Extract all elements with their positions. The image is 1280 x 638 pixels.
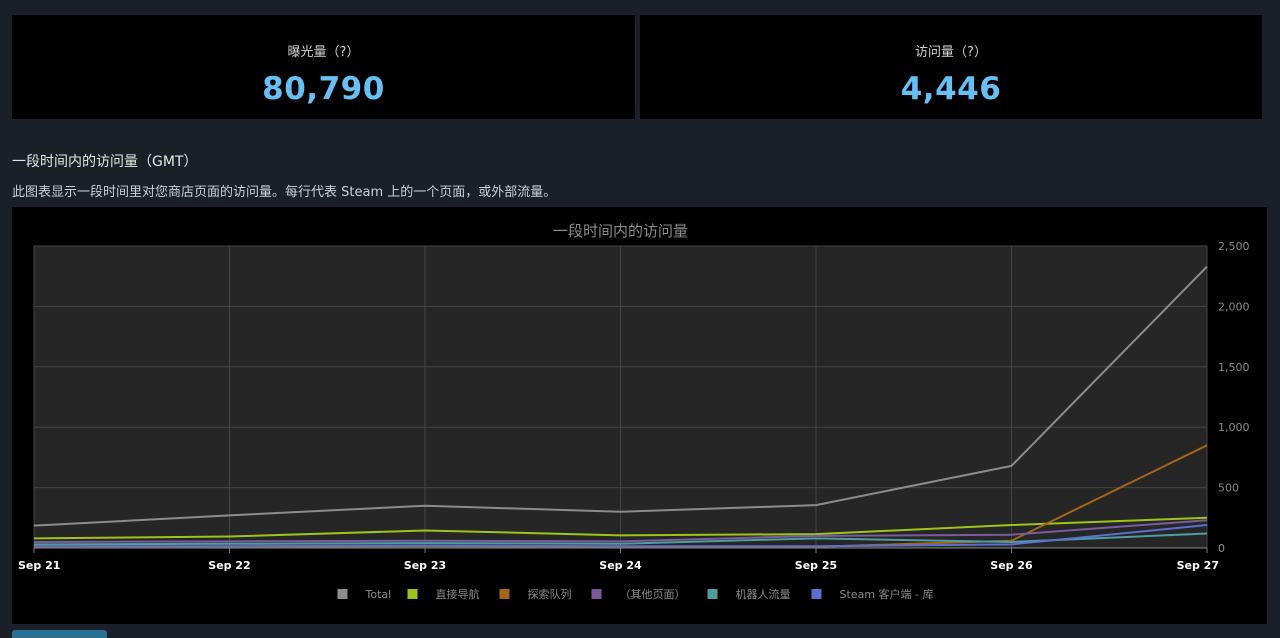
section-title: 一段时间内的访问量（GMT） xyxy=(12,154,198,170)
y-tick-label: 2,500 xyxy=(1218,240,1250,253)
legend-label: Total xyxy=(365,588,392,601)
impressions-label[interactable]: 曝光量（?） xyxy=(287,45,360,60)
legend-label: Steam 客户端 - 库 xyxy=(840,587,934,601)
series-line xyxy=(33,519,1208,543)
y-tick-label: 1,000 xyxy=(1218,421,1250,434)
legend-label: 直接导航 xyxy=(436,587,480,601)
legend-label: 机器人流量 xyxy=(736,587,791,601)
visits-value: 4,446 xyxy=(900,71,1002,107)
visits-card: 访问量（?） 4,446 xyxy=(640,15,1262,119)
section-description: 此图表显示一段时间里对您商店页面的访问量。每行代表 Steam 上的一个页面，或… xyxy=(12,185,557,200)
impressions-card: 曝光量（?） 80,790 xyxy=(12,15,635,119)
x-tick-label: Sep 27 xyxy=(1177,559,1219,572)
visits-chart-svg: 一段时间内的访问量 0 500 1,000 1,500 2,000 2,500 Sep 21 S… xyxy=(18,222,1250,601)
y-tick-label: 0 xyxy=(1218,542,1225,555)
legend-swatch xyxy=(499,589,510,599)
legend-swatch xyxy=(707,589,718,599)
impressions-value: 80,790 xyxy=(262,71,385,107)
y-tick-label: 500 xyxy=(1218,482,1239,495)
legend-label: （其他页面） xyxy=(620,588,686,601)
x-tick-label: Sep 24 xyxy=(599,559,642,572)
y-tick-label: 2,000 xyxy=(1218,300,1250,313)
series-line xyxy=(33,532,1208,546)
x-tick-label: Sep 23 xyxy=(404,559,446,572)
x-tick-label: Sep 22 xyxy=(208,559,250,572)
series-line xyxy=(33,265,1208,527)
legend-swatch xyxy=(337,589,348,599)
legend-label: 探索队列 xyxy=(528,587,572,601)
series-line xyxy=(33,516,1208,540)
legend-swatch xyxy=(407,589,418,599)
bottom-tab-button[interactable] xyxy=(12,630,107,638)
x-tick-label: Sep 25 xyxy=(795,559,837,572)
x-tick-label: Sep 26 xyxy=(990,559,1033,572)
series-line xyxy=(34,524,1208,548)
legend-swatch xyxy=(811,589,822,599)
visits-label[interactable]: 访问量（?） xyxy=(915,45,987,60)
legend-swatch xyxy=(591,589,602,599)
y-tick-label: 1,500 xyxy=(1218,361,1250,374)
chart-title: 一段时间内的访问量 xyxy=(553,222,688,240)
x-tick-label: Sep 21 xyxy=(18,559,60,572)
visits-chart: 一段时间内的访问量 0 500 1,000 1,500 2,000 2,500 Sep 21 S… xyxy=(12,207,1267,624)
